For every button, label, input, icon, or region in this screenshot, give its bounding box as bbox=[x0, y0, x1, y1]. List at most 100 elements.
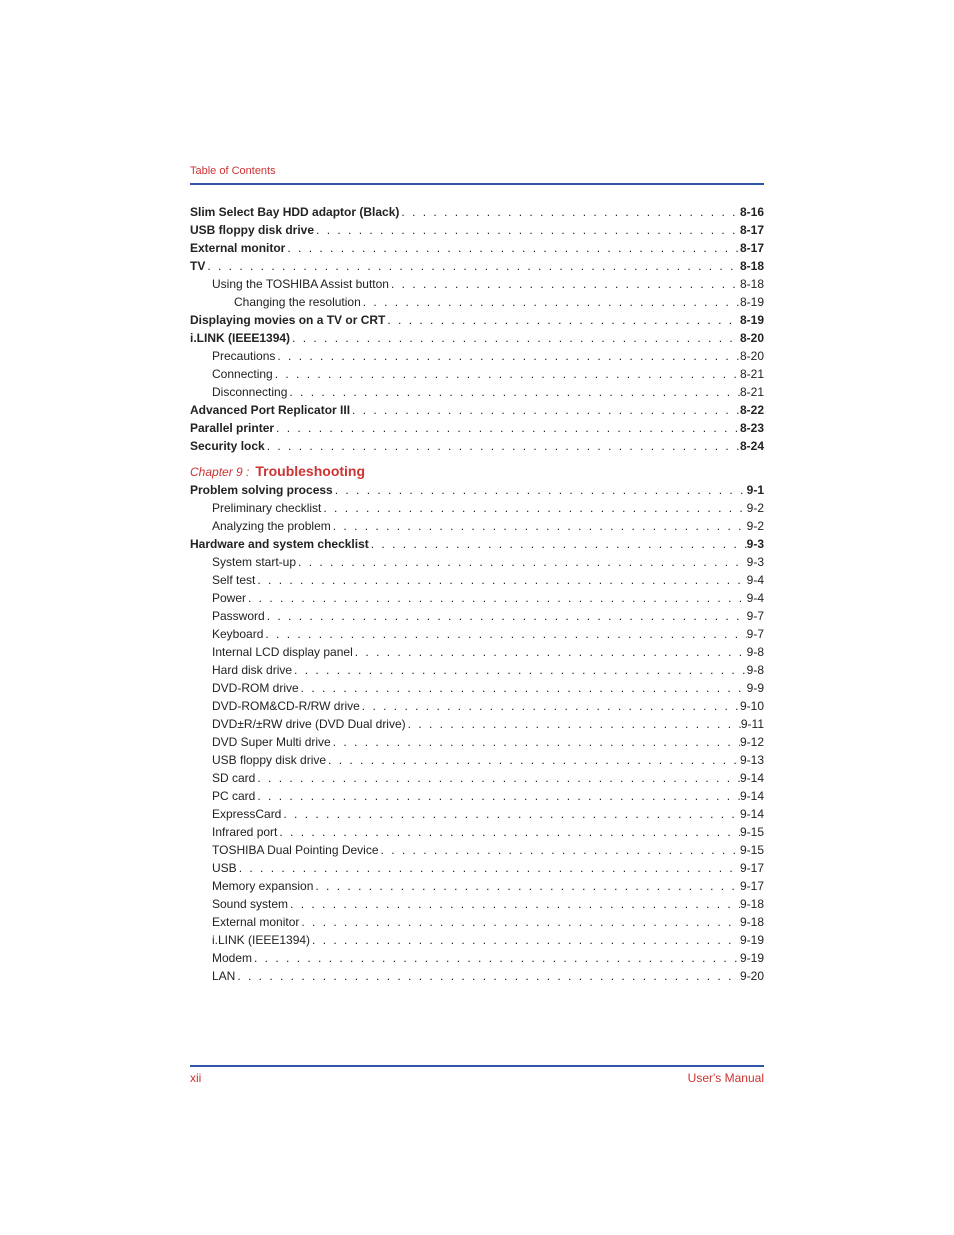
toc-entry[interactable]: PC card9-14 bbox=[212, 787, 764, 805]
toc-section-2: Problem solving process9-1Preliminary ch… bbox=[190, 481, 764, 985]
toc-entry-label: System start-up bbox=[212, 553, 296, 571]
toc-leader-dots bbox=[288, 895, 740, 913]
toc-entry[interactable]: LAN9-20 bbox=[212, 967, 764, 985]
toc-entry[interactable]: Using the TOSHIBA Assist button8-18 bbox=[212, 275, 764, 293]
toc-entry[interactable]: Power9-4 bbox=[212, 589, 764, 607]
toc-entry-page: 8-17 bbox=[740, 239, 764, 257]
toc-leader-dots bbox=[290, 329, 740, 347]
toc-entry[interactable]: TOSHIBA Dual Pointing Device9-15 bbox=[212, 841, 764, 859]
toc-entry-page: 9-2 bbox=[747, 517, 764, 535]
toc-entry-page: 8-22 bbox=[740, 401, 764, 419]
toc-entry-label: SD card bbox=[212, 769, 255, 787]
toc-entry[interactable]: Self test 9-4 bbox=[212, 571, 764, 589]
toc-entry-page: 9-3 bbox=[747, 553, 764, 571]
toc-leader-dots bbox=[263, 625, 746, 643]
toc-entry[interactable]: DVD-ROM drive 9-9 bbox=[212, 679, 764, 697]
toc-leader-dots bbox=[353, 643, 747, 661]
toc-entry-page: 9-10 bbox=[740, 697, 764, 715]
toc-entry[interactable]: Keyboard9-7 bbox=[212, 625, 764, 643]
toc-entry-page: 9-15 bbox=[740, 841, 764, 859]
toc-entry-page: 8-21 bbox=[740, 383, 764, 401]
toc-leader-dots bbox=[326, 751, 740, 769]
toc-entry[interactable]: Displaying movies on a TV or CRT8-19 bbox=[190, 311, 764, 329]
toc-entry-page: 9-4 bbox=[747, 589, 764, 607]
toc-entry-label: Disconnecting bbox=[212, 383, 287, 401]
toc-entry-label: TV bbox=[190, 257, 205, 275]
toc-entry[interactable]: i.LINK (IEEE1394)9-19 bbox=[212, 931, 764, 949]
toc-entry-page: 9-9 bbox=[747, 679, 764, 697]
toc-entry-label: Memory expansion bbox=[212, 877, 313, 895]
toc-entry-page: 8-23 bbox=[740, 419, 764, 437]
toc-entry-label: Using the TOSHIBA Assist button bbox=[212, 275, 389, 293]
toc-entry-label: LAN bbox=[212, 967, 235, 985]
toc-entry[interactable]: DVD±R/±RW drive (DVD Dual drive)9-11 bbox=[212, 715, 764, 733]
toc-entry[interactable]: DVD Super Multi drive9-12 bbox=[212, 733, 764, 751]
toc-entry-page: 9-7 bbox=[747, 607, 764, 625]
toc-leader-dots bbox=[235, 967, 740, 985]
toc-entry-label: Changing the resolution bbox=[234, 293, 361, 311]
toc-entry-label: Hardware and system checklist bbox=[190, 535, 369, 553]
toc-entry[interactable]: External monitor8-17 bbox=[190, 239, 764, 257]
toc-entry[interactable]: USB floppy disk drive8-17 bbox=[190, 221, 764, 239]
toc-leader-dots bbox=[389, 275, 740, 293]
toc-entry[interactable]: Connecting 8-21 bbox=[212, 365, 764, 383]
toc-leader-dots bbox=[361, 293, 740, 311]
toc-entry-page: 9-4 bbox=[747, 571, 764, 589]
toc-entry-page: 9-13 bbox=[740, 751, 764, 769]
toc-entry[interactable]: Disconnecting 8-21 bbox=[212, 383, 764, 401]
toc-entry-label: USB floppy disk drive bbox=[190, 221, 314, 239]
toc-entry-label: Advanced Port Replicator III bbox=[190, 401, 350, 419]
toc-entry-page: 8-21 bbox=[740, 365, 764, 383]
toc-entry[interactable]: USB9-17 bbox=[212, 859, 764, 877]
toc-entry[interactable]: Slim Select Bay HDD adaptor (Black)8-16 bbox=[190, 203, 764, 221]
toc-section-1: Slim Select Bay HDD adaptor (Black)8-16U… bbox=[190, 203, 764, 455]
toc-entry-label: DVD-ROM drive bbox=[212, 679, 299, 697]
toc-entry[interactable]: Preliminary checklist9-2 bbox=[212, 499, 764, 517]
toc-leader-dots bbox=[252, 949, 740, 967]
toc-entry[interactable]: Modem9-19 bbox=[212, 949, 764, 967]
toc-entry-label: Parallel printer bbox=[190, 419, 274, 437]
toc-entry-label: Connecting bbox=[212, 365, 273, 383]
toc-entry[interactable]: System start-up 9-3 bbox=[212, 553, 764, 571]
toc-leader-dots bbox=[281, 805, 740, 823]
toc-entry[interactable]: Sound system9-18 bbox=[212, 895, 764, 913]
toc-leader-dots bbox=[246, 589, 747, 607]
toc-entry[interactable]: Parallel printer 8-23 bbox=[190, 419, 764, 437]
toc-entry[interactable]: Changing the resolution8-19 bbox=[234, 293, 764, 311]
toc-entry[interactable]: ExpressCard9-14 bbox=[212, 805, 764, 823]
toc-leader-dots bbox=[274, 419, 740, 437]
toc-entry[interactable]: Hardware and system checklist9-3 bbox=[190, 535, 764, 553]
toc-entry[interactable]: Internal LCD display panel9-8 bbox=[212, 643, 764, 661]
toc-entry[interactable]: SD card9-14 bbox=[212, 769, 764, 787]
toc-entry[interactable]: i.LINK (IEEE1394)8-20 bbox=[190, 329, 764, 347]
toc-entry[interactable]: Infrared port9-15 bbox=[212, 823, 764, 841]
toc-entry[interactable]: DVD-ROM&CD-R/RW drive9-10 bbox=[212, 697, 764, 715]
toc-leader-dots bbox=[255, 769, 740, 787]
toc-entry[interactable]: Advanced Port Replicator III 8-22 bbox=[190, 401, 764, 419]
toc-entry[interactable]: Memory expansion9-17 bbox=[212, 877, 764, 895]
toc-entry-label: DVD Super Multi drive bbox=[212, 733, 331, 751]
toc-entry[interactable]: TV8-18 bbox=[190, 257, 764, 275]
toc-entry[interactable]: Hard disk drive9-8 bbox=[212, 661, 764, 679]
toc-entry[interactable]: Problem solving process9-1 bbox=[190, 481, 764, 499]
toc-leader-dots bbox=[299, 913, 740, 931]
toc-leader-dots bbox=[277, 823, 740, 841]
toc-entry-page: 9-17 bbox=[740, 859, 764, 877]
toc-entry[interactable]: Analyzing the problem9-2 bbox=[212, 517, 764, 535]
toc-leader-dots bbox=[379, 841, 740, 859]
toc-entry-page: 8-24 bbox=[740, 437, 764, 455]
toc-entry[interactable]: Password9-7 bbox=[212, 607, 764, 625]
toc-entry-label: Self test bbox=[212, 571, 255, 589]
toc-entry-label: i.LINK (IEEE1394) bbox=[212, 931, 310, 949]
toc-leader-dots bbox=[205, 257, 740, 275]
toc-leader-dots bbox=[331, 517, 747, 535]
toc-entry[interactable]: Security lock8-24 bbox=[190, 437, 764, 455]
toc-entry-label: Precautions bbox=[212, 347, 275, 365]
toc-entry[interactable]: USB floppy disk drive9-13 bbox=[212, 751, 764, 769]
toc-entry-label: Sound system bbox=[212, 895, 288, 913]
toc-entry[interactable]: External monitor9-18 bbox=[212, 913, 764, 931]
toc-leader-dots bbox=[331, 733, 740, 751]
toc-entry-label: Slim Select Bay HDD adaptor (Black) bbox=[190, 203, 399, 221]
toc-entry[interactable]: Precautions8-20 bbox=[212, 347, 764, 365]
toc-leader-dots bbox=[310, 931, 740, 949]
